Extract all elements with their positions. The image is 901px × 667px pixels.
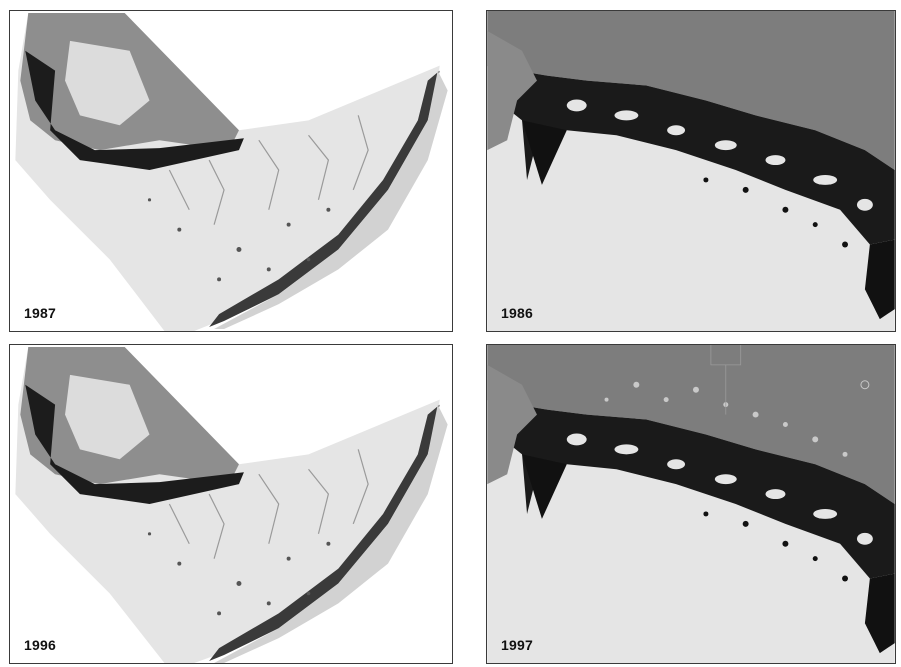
map-panel-1986: 1986: [486, 10, 896, 332]
wetland-map-1986: [487, 11, 895, 331]
map-panel-1996: 1996: [9, 344, 453, 664]
map-panel-1997: 1997: [486, 344, 896, 664]
year-label-1986: 1986: [501, 305, 533, 321]
wetland-map-1987: [10, 11, 452, 331]
year-label-1996: 1996: [24, 637, 56, 653]
wetland-map-1996: [10, 345, 452, 663]
map-panel-1987: 1987: [9, 10, 453, 332]
year-label-1997: 1997: [501, 637, 533, 653]
year-label-1987: 1987: [24, 305, 56, 321]
wetland-map-1997: [487, 345, 895, 663]
